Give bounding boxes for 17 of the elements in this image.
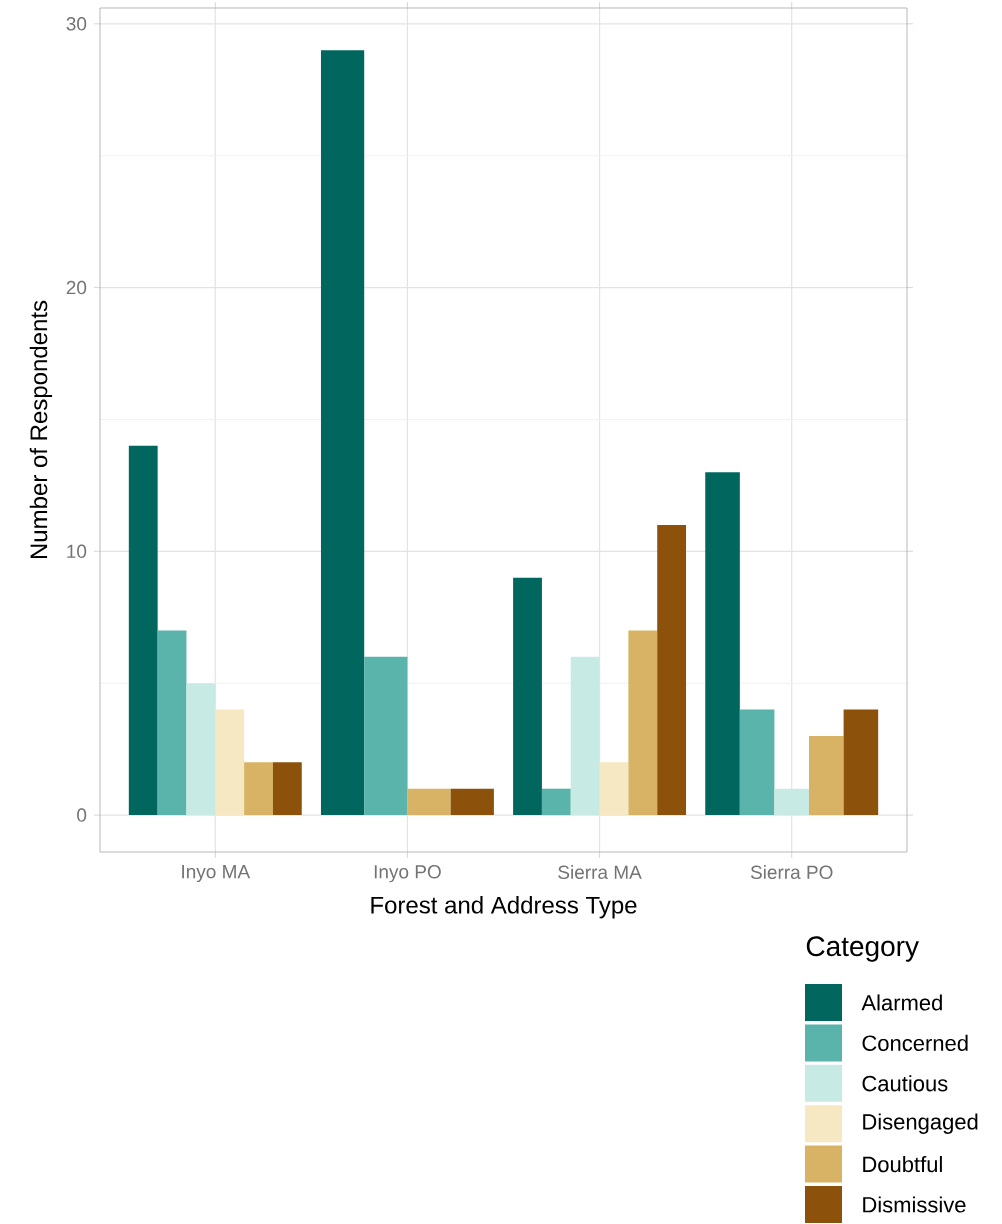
y-tick-label: 30 — [66, 17, 87, 31]
y-tick-label: 10 — [67, 544, 87, 559]
legend-label: Dismissive — [863, 1196, 966, 1213]
legend-label: Doubtful — [863, 1156, 942, 1173]
x-tick-label: Inyo MA — [182, 865, 251, 883]
legend-label: Cautious — [862, 1075, 948, 1092]
legend-label: Concerned — [862, 1034, 968, 1051]
y-tick-label: 0 — [77, 808, 87, 822]
legend-label: Alarmed — [861, 994, 942, 1011]
x-tick-label: Sierra PO — [750, 865, 833, 880]
x-tick-label: Sierra MA — [558, 865, 642, 880]
legend-title: Category — [806, 936, 919, 962]
y-tick-label: 20 — [66, 280, 87, 295]
y-axis-title: Number of Respondents — [29, 300, 53, 559]
legend-label: Disengaged — [863, 1113, 978, 1134]
x-tick-label: Inyo PO — [374, 865, 441, 883]
x-axis-title: Forest and Address Type — [371, 896, 637, 919]
